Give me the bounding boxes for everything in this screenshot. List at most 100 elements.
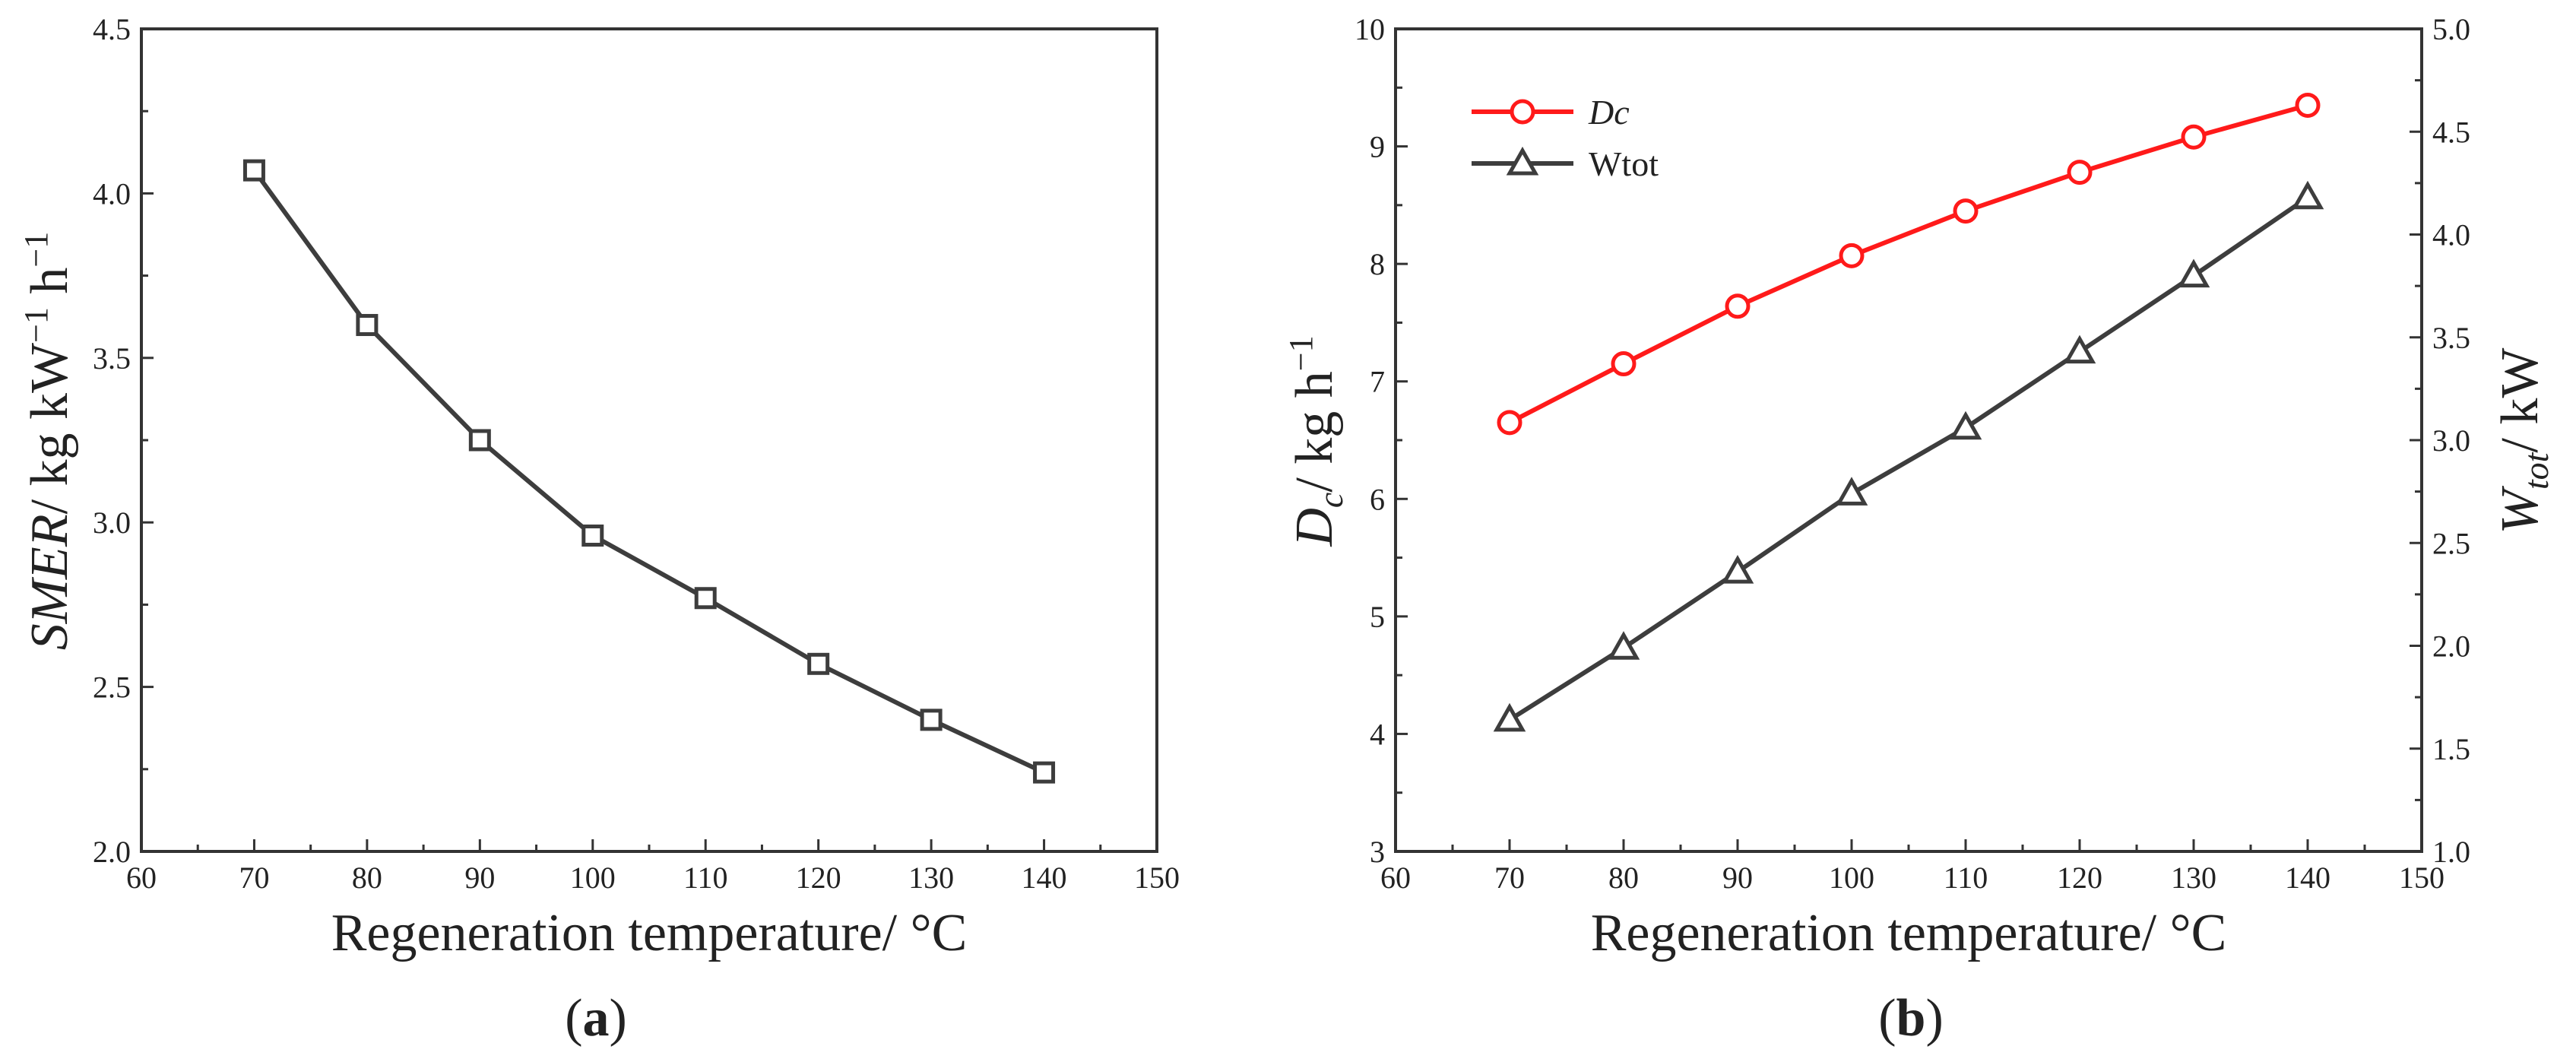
y-axis-exponent-2: −1: [17, 232, 55, 268]
data-point: [1839, 243, 1865, 268]
data-point: [581, 525, 604, 547]
data-point: [2181, 124, 2207, 150]
left-y-tick-label: 9: [1370, 130, 1385, 164]
legend-label-wtot: Wtot: [1589, 144, 1659, 183]
right-y-axis-title: Wtot/ kW: [2491, 348, 2555, 534]
left-y-tick-label: 10: [1355, 12, 1385, 46]
data-point: [356, 314, 379, 337]
x-tick-label: 60: [126, 861, 157, 895]
x-tick-label: 90: [464, 861, 495, 895]
y-axis-exponent-1: −1: [17, 307, 55, 343]
right-y-axis-subscript: tot: [2517, 452, 2555, 490]
x-axis-title: Regeneration temperature/ °C: [1591, 904, 2227, 962]
legend-marker-dc: [1510, 99, 1535, 125]
legend-item-dc: Dc: [1472, 93, 1630, 132]
y-axis-variable: SMER: [21, 514, 79, 650]
left-y-tick-label: 2.0: [93, 835, 131, 869]
right-y-tick-label: 3.5: [2432, 321, 2470, 355]
x-tick-label: 100: [1829, 861, 1874, 895]
x-axis-title: Regeneration temperature/ °C: [331, 904, 968, 962]
smer-series: [242, 159, 1056, 784]
left-y-axis-ticks: 3 4 5 6 7 8 9 10: [1355, 12, 1408, 869]
data-point: [1835, 477, 1868, 506]
panel-b-dc-wtot-chart: 60 70 80 90 100 110 120 130 140 150 3 4 5 6 7 8 9 10 1.0…: [1282, 12, 2555, 1048]
left-y-tick-label: 3.5: [93, 341, 131, 376]
y-axis-unit: / kg kW: [21, 343, 79, 515]
left-y-tick-label: 8: [1370, 247, 1385, 281]
left-y-axis-subscript: c: [1311, 493, 1350, 508]
x-tick-label: 150: [2399, 861, 2445, 895]
x-tick-label: 80: [352, 861, 382, 895]
left-y-tick-label: 7: [1370, 365, 1385, 399]
x-tick-label: 120: [2057, 861, 2102, 895]
data-point: [1497, 410, 1522, 436]
x-tick-label: 100: [570, 861, 616, 895]
left-y-tick-label: 4: [1370, 717, 1385, 751]
x-axis-ticks: 60 70 80 90 100 110 120 130 140 150: [1380, 839, 2445, 895]
left-y-tick-label: 2.5: [93, 670, 131, 705]
y-axis-unit-hour: h: [21, 268, 79, 308]
x-tick-label: 150: [1134, 861, 1180, 895]
right-y-tick-label: 2.5: [2432, 526, 2470, 560]
panel-a-smer-chart: 60 70 80 90 100 110 120 130 140 150 2.0 2.5 3.0 3.5 4…: [17, 12, 1180, 1048]
left-y-axis-variable: D: [1285, 508, 1344, 547]
data-point: [1949, 411, 1982, 440]
left-y-axis-title: Dc/ kg h−1: [1282, 335, 1350, 547]
left-y-axis-unit: / kg h: [1285, 371, 1344, 492]
x-tick-label: 130: [2171, 861, 2216, 895]
panel-label-b: (b): [1878, 989, 1944, 1048]
left-y-tick-label: 4.5: [93, 12, 131, 46]
plot-frame: [140, 27, 1158, 853]
series-wtot: [1493, 180, 2324, 732]
series-line: [252, 169, 1045, 775]
data-point: [2063, 334, 2096, 364]
legend: Dc Wtot: [1472, 93, 1659, 183]
x-tick-label: 140: [2285, 861, 2330, 895]
x-tick-label: 70: [239, 861, 269, 895]
legend-label-dc: Dc: [1588, 93, 1630, 132]
y-axis-ticks: 2.0 2.5 3.0 3.5 4.0 4.5: [93, 12, 154, 869]
left-y-tick-label: 3: [1370, 835, 1385, 869]
right-y-axis-unit: / kW: [2491, 348, 2549, 453]
plot-frame: [1394, 27, 2423, 853]
x-tick-label: 60: [1380, 861, 1411, 895]
data-point: [1953, 198, 1979, 224]
x-tick-label: 130: [908, 861, 954, 895]
right-y-axis-variable: W: [2491, 485, 2549, 534]
y-axis-title: SMER/ kg kW−1 h−1: [17, 232, 79, 651]
x-tick-label: 90: [1722, 861, 1753, 895]
data-point: [1493, 702, 1526, 732]
x-tick-label: 120: [796, 861, 841, 895]
data-point: [1611, 351, 1637, 377]
series-dc: [1497, 92, 2321, 436]
left-y-tick-label: 4.0: [93, 176, 131, 211]
right-y-tick-label: 1.5: [2432, 732, 2470, 766]
data-point: [1725, 293, 1751, 319]
left-y-tick-label: 5: [1370, 600, 1385, 634]
left-y-axis-exponent: −1: [1282, 335, 1320, 371]
panel-label-a: (a): [565, 989, 627, 1048]
x-tick-label: 110: [1944, 861, 1988, 895]
legend-item-wtot: Wtot: [1472, 144, 1659, 183]
right-y-tick-label: 3.0: [2432, 423, 2470, 458]
right-y-tick-label: 4.5: [2432, 115, 2470, 149]
x-tick-label: 140: [1022, 861, 1067, 895]
data-point: [2291, 180, 2324, 210]
left-y-tick-label: 3.0: [93, 506, 131, 540]
data-point: [242, 159, 265, 182]
data-point: [1721, 555, 1754, 584]
x-tick-label: 70: [1494, 861, 1525, 895]
data-point: [920, 709, 943, 731]
data-point: [2177, 258, 2210, 288]
left-y-tick-label: 6: [1370, 482, 1385, 516]
data-point: [2295, 92, 2321, 118]
right-y-tick-label: 1.0: [2432, 835, 2470, 869]
x-tick-label: 110: [683, 861, 728, 895]
x-tick-label: 80: [1608, 861, 1639, 895]
series-smer: [242, 159, 1056, 784]
right-y-tick-label: 4.0: [2432, 218, 2470, 252]
series-group: [1493, 92, 2324, 732]
data-point: [807, 652, 830, 675]
right-y-tick-label: 5.0: [2432, 12, 2470, 46]
